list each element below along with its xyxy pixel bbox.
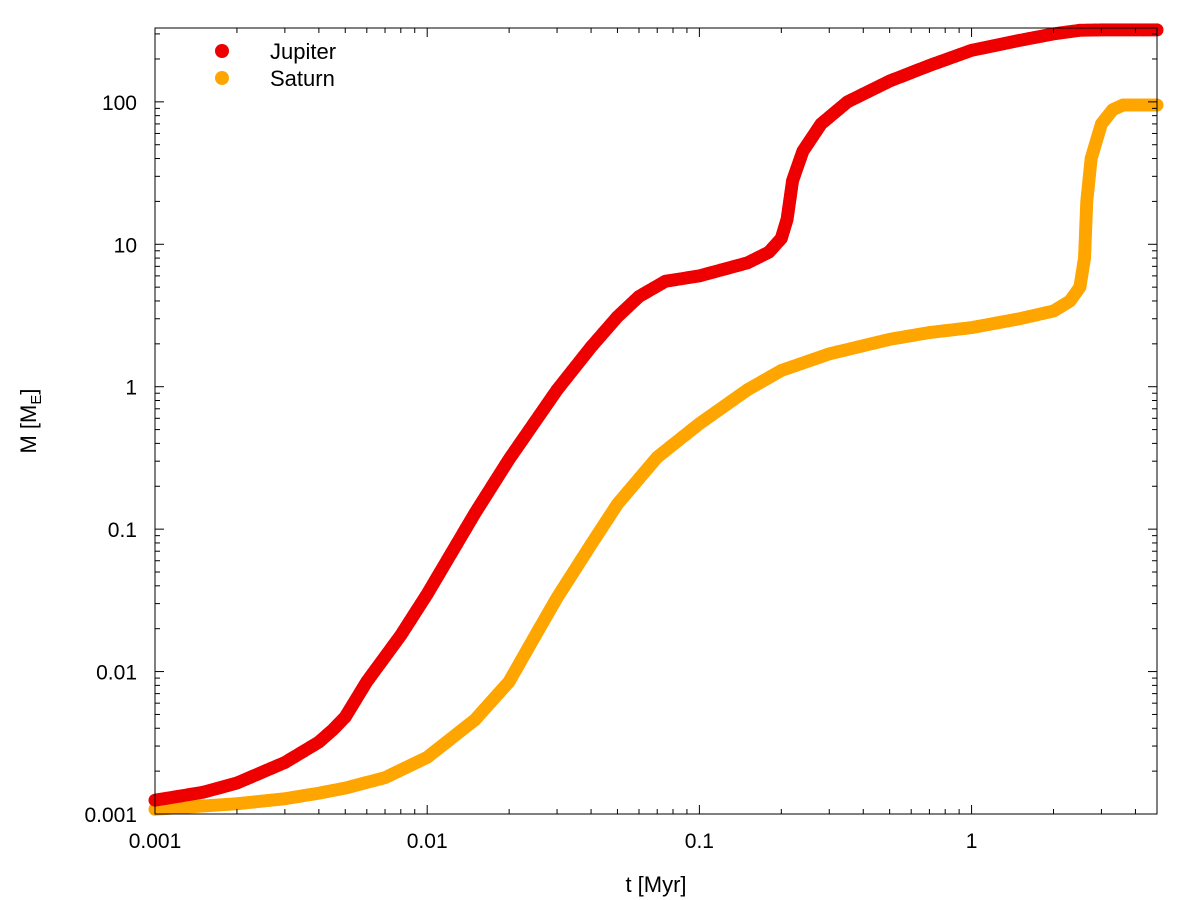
legend-marker-jupiter (215, 44, 229, 58)
plot-frame (154, 27, 1158, 815)
legend-marker-saturn (215, 71, 229, 85)
y-tick-label: 0.001 (84, 804, 137, 827)
x-tick-label: 0.001 (129, 830, 182, 853)
y-axis-title-subscript: E (28, 395, 45, 405)
legend-label-saturn: Saturn (270, 66, 335, 91)
x-tick-label: 0.01 (407, 830, 448, 853)
y-tick-label: 1 (125, 377, 137, 400)
y-axis-title-main: M [M (16, 405, 41, 454)
tick-layer: 0.001 0.01 0.1 1 0.001 0.01 0.1 1 10 100 (84, 28, 1157, 853)
y-tick-label: 0.1 (108, 519, 137, 542)
legend-label-jupiter: Jupiter (270, 39, 336, 64)
series-jupiter (148, 23, 1164, 807)
series-saturn (148, 98, 1164, 816)
x-tick-label: 0.1 (685, 830, 714, 853)
y-tick-label: 100 (102, 92, 137, 115)
y-tick-label: 10 (114, 234, 137, 257)
series-layer (148, 23, 1164, 816)
x-axis-title: t [Myr] (625, 872, 686, 897)
y-axis-title-close: ] (16, 388, 41, 394)
legend: Jupiter Saturn (215, 39, 336, 91)
y-tick-label: 0.01 (96, 662, 137, 685)
y-axis-title: M [ME] (16, 388, 45, 453)
x-tick-label: 1 (966, 830, 978, 853)
